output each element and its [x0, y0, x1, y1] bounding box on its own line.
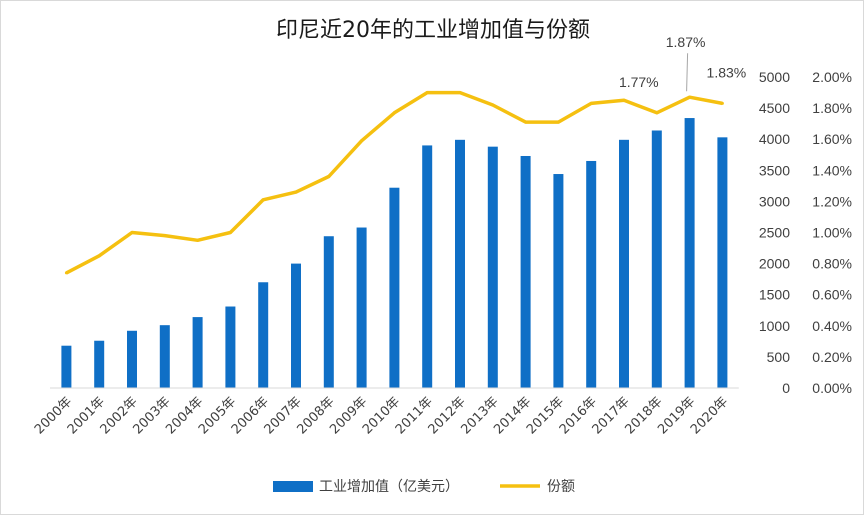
y-left-tick: 3000 — [759, 193, 790, 209]
y-right-tick: 1.40% — [812, 162, 852, 178]
y-left-tick: 1500 — [759, 287, 790, 303]
bar-2017年 — [619, 139, 629, 388]
y-left-tick: 4000 — [759, 131, 790, 147]
bar-2001年 — [94, 340, 105, 388]
y-axis-left: 0 500 1000 1500 2000 2500 3000 3500 4000 4500 5000 — [759, 69, 790, 396]
y-right-tick: 2.00% — [812, 69, 852, 85]
y-right-tick: 1.60% — [812, 131, 852, 147]
legend: 工业增加值（亿美元） 份额 — [273, 479, 575, 495]
share-point-2018年 — [655, 111, 659, 115]
share-point-2017年 — [622, 98, 626, 102]
share-point-2003年 — [163, 234, 167, 238]
legend-bar-swatch — [273, 481, 313, 492]
y-right-tick: 1.80% — [812, 100, 852, 116]
share-point-2007年 — [294, 190, 298, 194]
share-point-2000年 — [64, 271, 68, 275]
chart-title: 印尼近20年的工业增加值与份额 — [276, 18, 590, 43]
share-point-2019年 — [688, 95, 692, 99]
leader-line — [686, 53, 689, 92]
data-label-2020年: 1.83% — [707, 64, 747, 80]
data-labels: 1.77% 1.87%1.83% — [619, 34, 747, 92]
y-axis-right: 0.00% 0.20% 0.40% 0.60% 0.80% 1.00% 1.20% 1.40%… — [812, 69, 852, 396]
bar-series — [61, 118, 728, 388]
y-right-tick: 0.40% — [812, 318, 852, 334]
legend-line-label: 份额 — [547, 479, 575, 495]
bar-2019年 — [684, 118, 695, 388]
share-point-2015年 — [556, 120, 560, 124]
share-point-2020年 — [720, 101, 724, 105]
bar-2011年 — [422, 145, 433, 388]
y-left-tick: 0 — [782, 380, 790, 396]
share-point-2010年 — [392, 111, 396, 115]
y-right-tick: 1.00% — [812, 225, 852, 241]
share-point-2001年 — [97, 254, 101, 258]
share-point-2013年 — [491, 103, 495, 107]
bar-2016年 — [586, 160, 597, 388]
bar-2002年 — [127, 330, 137, 388]
bar-2009年 — [356, 227, 367, 388]
share-point-2014年 — [524, 120, 528, 124]
share-point-2005年 — [228, 231, 232, 234]
y-left-tick: 1000 — [759, 318, 790, 334]
y-left-tick: 3500 — [759, 162, 790, 178]
y-right-tick: 0.00% — [812, 380, 852, 396]
bar-2014年 — [520, 155, 531, 388]
y-left-tick: 2500 — [759, 225, 790, 241]
y-left-tick: 2000 — [759, 256, 790, 272]
bar-2000年 — [61, 345, 72, 388]
bar-2006年 — [258, 282, 269, 388]
share-point-2008年 — [327, 175, 331, 179]
bar-2018年 — [651, 130, 662, 388]
bar-2008年 — [323, 236, 334, 388]
y-left-tick: 500 — [767, 349, 791, 365]
x-tick-label: 2020年 — [688, 394, 731, 437]
bar-2020年 — [717, 137, 728, 388]
bar-2004年 — [192, 317, 203, 388]
bar-2005年 — [225, 306, 236, 388]
x-axis-ticks: 2000年2001年2002年2003年2004年2005年2006年2007年… — [32, 394, 731, 437]
share-point-2006年 — [261, 198, 265, 202]
line-series — [64, 90, 724, 275]
y-right-tick: 1.20% — [812, 193, 852, 209]
share-point-2012年 — [458, 91, 462, 95]
bar-2010年 — [389, 187, 400, 388]
share-point-2011年 — [425, 91, 429, 95]
y-right-tick: 0.60% — [812, 287, 852, 303]
y-right-tick: 0.20% — [812, 349, 852, 365]
share-point-2004年 — [196, 238, 200, 242]
y-right-tick: 0.80% — [812, 256, 852, 272]
y-left-tick: 4500 — [759, 100, 790, 116]
legend-bar-label: 工业增加值（亿美元） — [319, 479, 459, 495]
share-point-2016年 — [589, 101, 593, 105]
share-point-2009年 — [360, 139, 364, 143]
y-left-tick: 5000 — [759, 69, 790, 85]
bar-2012年 — [455, 139, 465, 388]
data-label-2019年: 1.87% — [666, 34, 706, 50]
bar-2007年 — [291, 263, 301, 388]
bar-2013年 — [487, 146, 498, 388]
data-label-2018年: 1.77% — [619, 74, 659, 90]
share-point-2002年 — [130, 231, 134, 234]
bar-2015年 — [553, 174, 564, 388]
bar-2003年 — [159, 325, 170, 388]
